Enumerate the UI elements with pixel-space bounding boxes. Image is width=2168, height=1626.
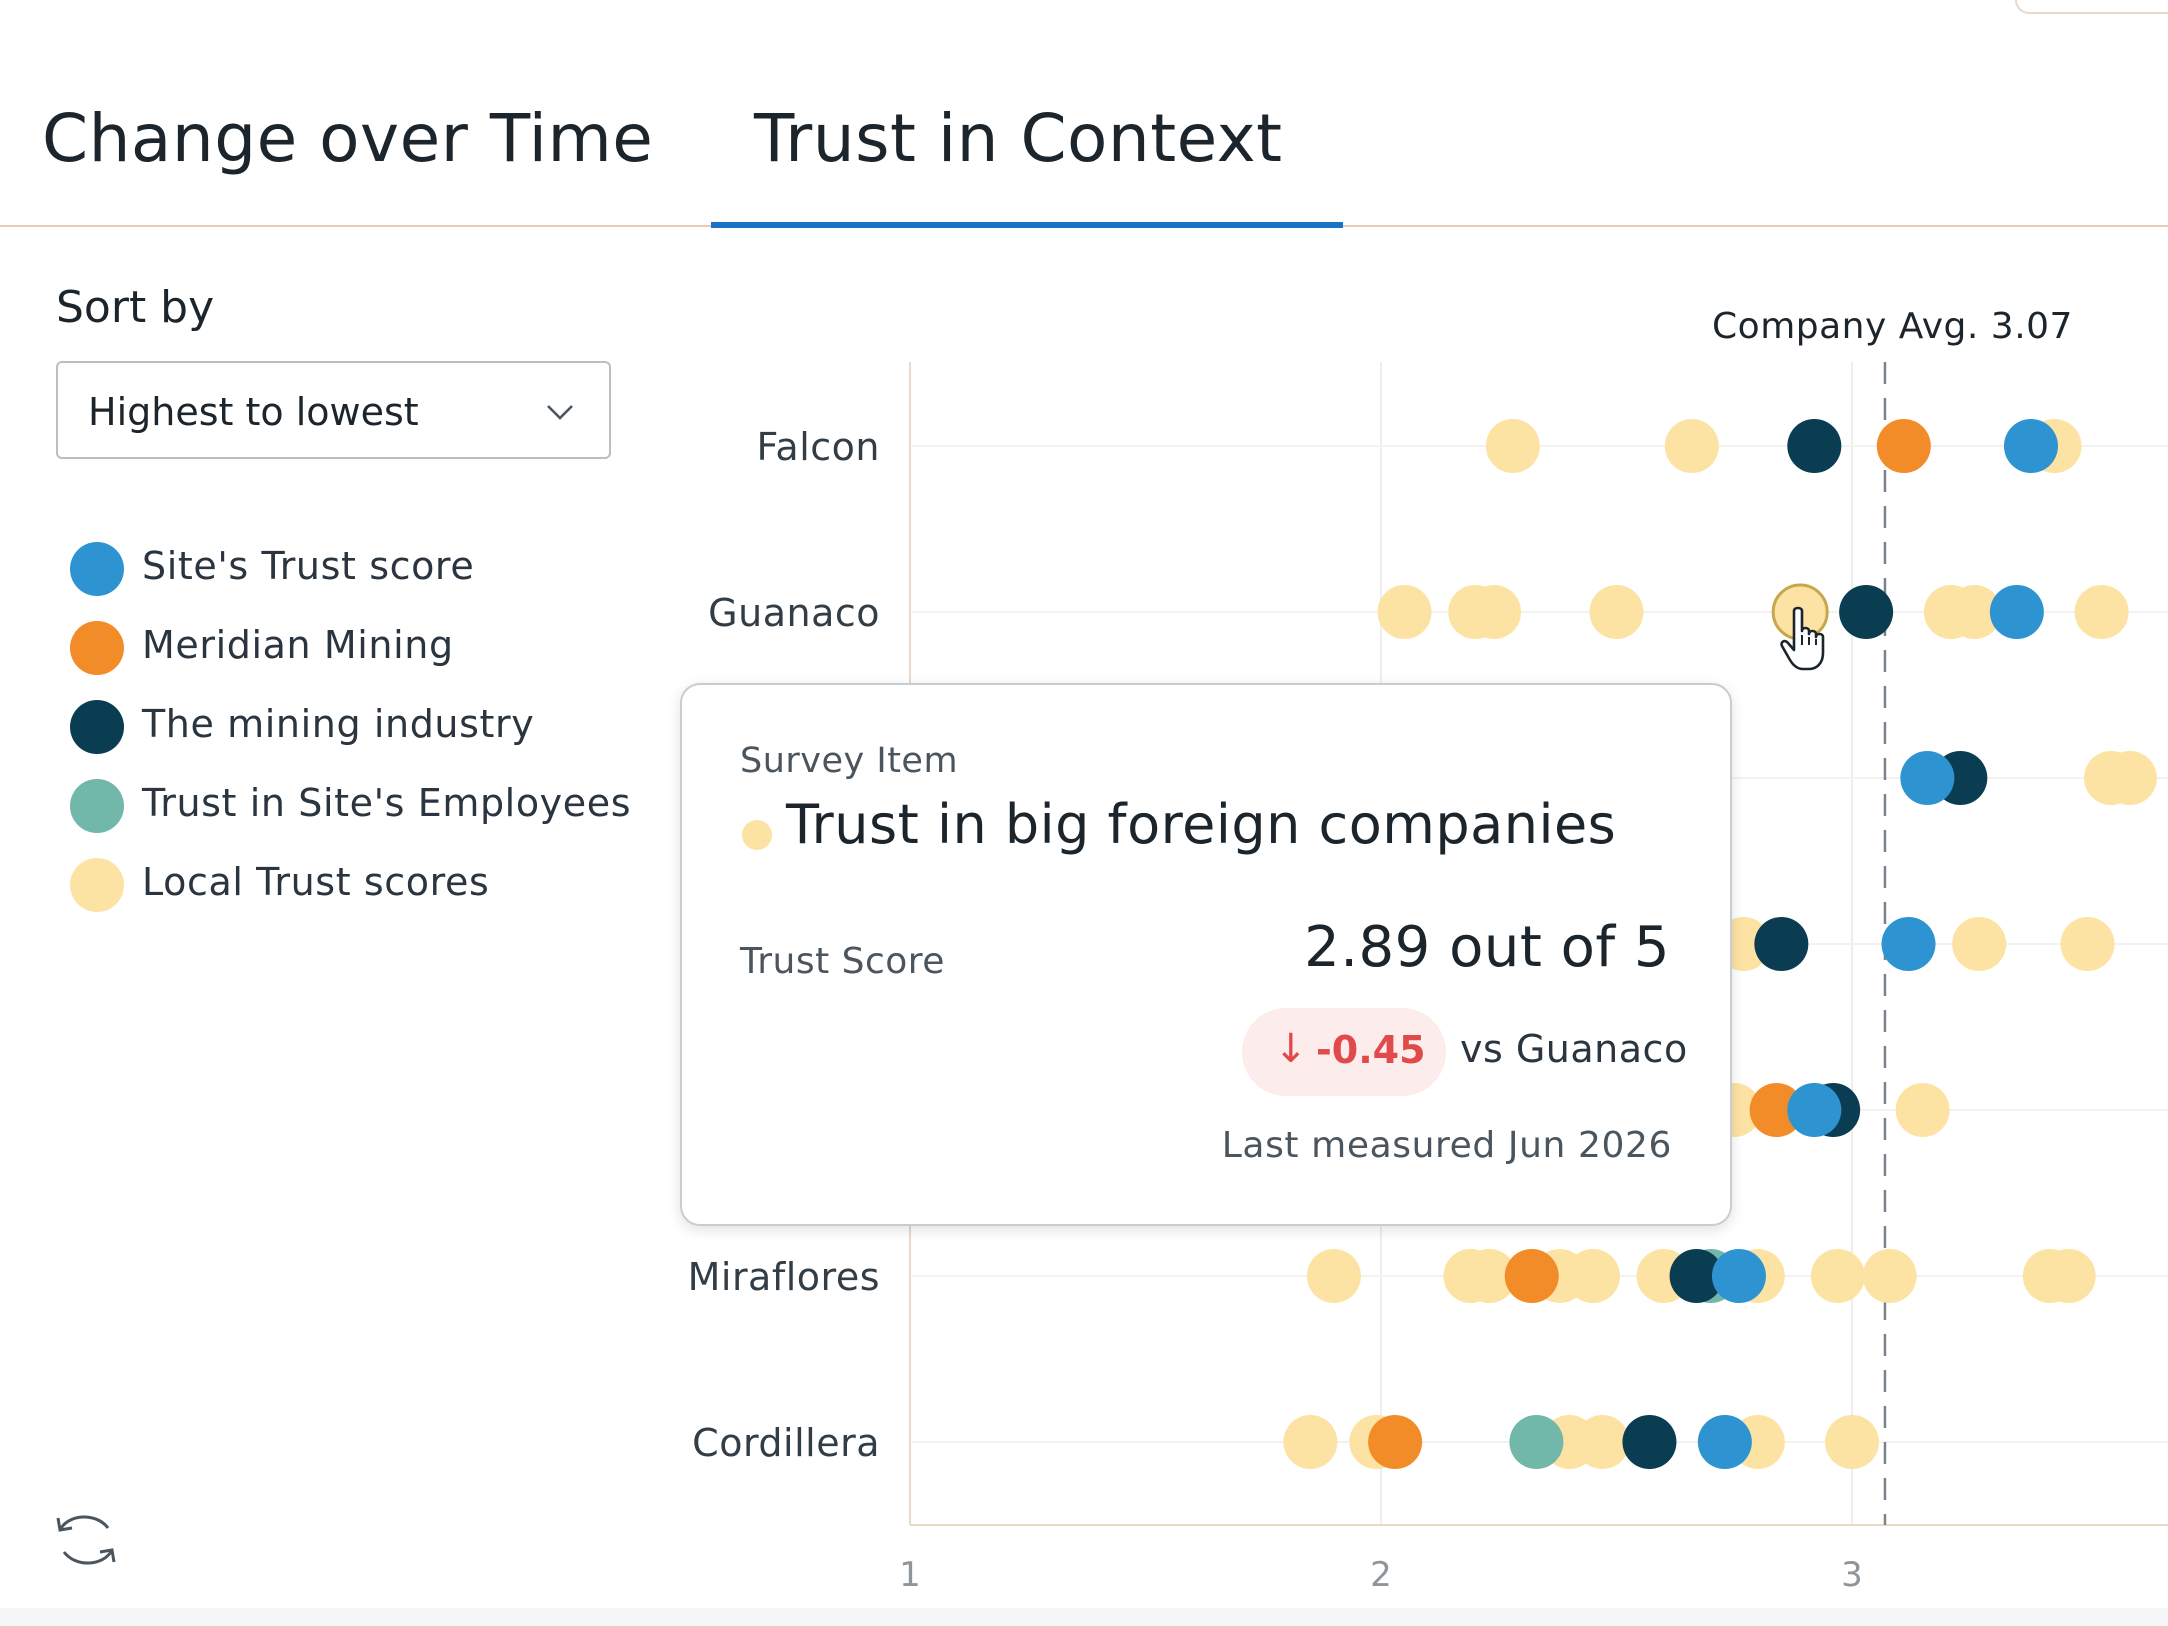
sort-dropdown-value: Highest to lowest	[88, 390, 419, 434]
tooltip-score-label: Trust Score	[740, 941, 945, 982]
data-point-local	[1485, 419, 1540, 473]
legend-item-site-trust: Site's Trust score	[70, 540, 670, 619]
legend-swatch	[70, 858, 124, 912]
arrow-down-icon: ↓	[1274, 1026, 1308, 1072]
x-tick-label: 2	[1370, 1555, 1392, 1595]
hand-cursor-icon	[1780, 606, 1825, 671]
legend-label: Meridian Mining	[142, 623, 454, 667]
survey-item-tooltip: Survey Item Trust in big foreign compani…	[680, 683, 1732, 1226]
legend-item-employees-trust: Trust in Site's Employees	[70, 777, 670, 856]
data-point-local	[2060, 917, 2115, 971]
legend-swatch	[70, 700, 124, 754]
legend-label: Trust in Site's Employees	[142, 781, 632, 825]
data-point-site	[1787, 1083, 1842, 1137]
sort-dropdown[interactable]: Highest to lowest	[56, 361, 611, 459]
data-point-local	[1589, 585, 1644, 639]
data-point-site	[1989, 585, 2044, 639]
data-point-meridian	[1876, 419, 1931, 473]
sort-by-label: Sort by	[56, 282, 215, 333]
data-point-local	[1467, 585, 1522, 639]
active-tab-indicator	[711, 222, 1343, 228]
bottom-scroll-strip	[0, 1608, 2168, 1626]
data-point-industry	[1754, 917, 1809, 971]
data-point-local	[1575, 1415, 1630, 1469]
legend-label: Site's Trust score	[142, 544, 475, 588]
data-point-local	[1565, 1249, 1620, 1303]
x-tick-label: 1	[899, 1555, 921, 1595]
tooltip-score-value: 2.89 out of 5	[1304, 915, 1670, 980]
data-point-local	[1947, 585, 2002, 639]
row-label: Guanaco	[708, 591, 880, 635]
data-point-industry	[1787, 419, 1842, 473]
data-point-local	[1306, 1249, 1361, 1303]
tooltip-last-measured: Last measured Jun 2026	[1221, 1125, 1672, 1166]
tab-change-over-time[interactable]: Change over Time	[42, 100, 654, 177]
top-right-button[interactable]	[2015, 0, 2168, 14]
tooltip-comparison-label: vs Guanaco	[1460, 1027, 1688, 1071]
data-point-local	[1810, 1249, 1865, 1303]
tooltip-delta-value: -0.45	[1316, 1028, 1426, 1072]
x-tick-label: 3	[1841, 1555, 1863, 1595]
data-point-industry	[1839, 585, 1894, 639]
data-point-local	[1952, 917, 2007, 971]
data-point-local	[1664, 419, 1719, 473]
company-average-label: Company Avg. 3.07	[1712, 306, 2073, 347]
legend-label: The mining industry	[142, 702, 535, 746]
data-point-local	[1462, 1249, 1517, 1303]
tooltip-kicker: Survey Item	[740, 741, 959, 781]
row-label: Falcon	[757, 425, 880, 469]
row-label: Miraflores	[688, 1255, 880, 1299]
legend-item-local-trust: Local Trust scores	[70, 856, 670, 935]
data-point-employees	[1509, 1415, 1564, 1469]
data-point-local	[2041, 1249, 2096, 1303]
data-point-local	[1825, 1415, 1879, 1469]
data-point-local	[1283, 1415, 1338, 1469]
data-point-site	[1900, 751, 1955, 805]
legend-swatch	[70, 542, 124, 596]
data-point-local	[1895, 1083, 1950, 1137]
legend-item-mining-industry: The mining industry	[70, 698, 670, 777]
data-point-local	[2102, 751, 2157, 805]
tooltip-delta-badge: ↓ -0.45	[1242, 1008, 1446, 1096]
data-point-site	[1697, 1415, 1752, 1469]
data-point-meridian	[1368, 1415, 1423, 1469]
data-point-industry	[1669, 1249, 1724, 1303]
legend-label: Local Trust scores	[142, 860, 490, 904]
chevron-down-icon	[547, 405, 573, 420]
tab-trust-in-context[interactable]: Trust in Context	[754, 100, 1283, 177]
data-point-local	[1377, 585, 1432, 639]
legend-swatch	[70, 621, 124, 675]
data-point-local	[1862, 1249, 1917, 1303]
tab-bar: Change over Time Trust in Context	[0, 0, 2168, 230]
legend-swatch	[70, 779, 124, 833]
tooltip-series-dot	[742, 820, 772, 850]
data-point-site	[2003, 419, 2058, 473]
data-point-industry	[1622, 1415, 1677, 1469]
chart-legend: Site's Trust score Meridian Mining The m…	[70, 540, 670, 935]
data-point-site	[1881, 917, 1936, 971]
data-point-meridian	[1504, 1249, 1559, 1303]
data-point-meridian	[1749, 1083, 1804, 1137]
data-point-local	[2074, 585, 2129, 639]
data-point-site	[1711, 1249, 1766, 1303]
tooltip-title: Trust in big foreign companies	[786, 793, 1617, 856]
row-label: Cordillera	[692, 1421, 880, 1465]
refresh-icon[interactable]	[54, 1508, 118, 1572]
legend-item-meridian-mining: Meridian Mining	[70, 619, 670, 698]
